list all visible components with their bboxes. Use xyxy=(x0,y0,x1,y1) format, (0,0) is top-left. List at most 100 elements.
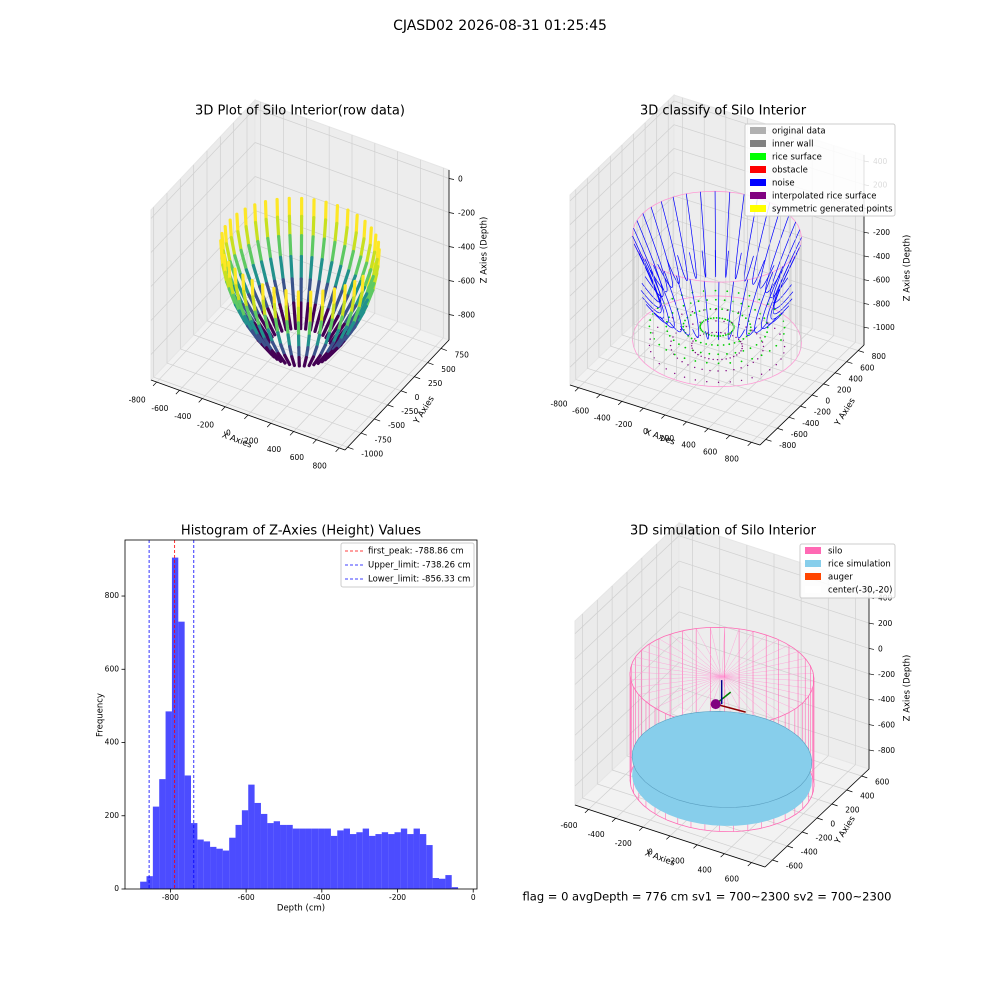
grid-line xyxy=(668,290,859,351)
silo-roof xyxy=(721,639,779,677)
silo-roof xyxy=(633,676,723,688)
point-column xyxy=(345,208,350,230)
noise-curve xyxy=(703,281,709,340)
grid-line xyxy=(166,362,362,434)
interp-point xyxy=(693,366,696,369)
point-column xyxy=(319,305,325,324)
interp-point xyxy=(699,334,701,337)
point-column xyxy=(340,269,351,293)
y-tick-label: -600 xyxy=(786,862,803,871)
interp-point xyxy=(692,323,694,325)
interp-point xyxy=(733,355,735,358)
x-tick-label: 400 xyxy=(267,445,282,454)
point-column xyxy=(265,346,279,361)
axes-3d: -800 -600 -400 -200 0 200 400 600 800 -800 -600 -40… xyxy=(551,93,913,463)
noise-curve xyxy=(676,275,690,336)
z-tick xyxy=(868,622,875,625)
point-column xyxy=(322,218,328,241)
bar xyxy=(407,834,414,889)
grid-line xyxy=(206,320,402,392)
grid-line xyxy=(569,219,675,320)
silo-roof xyxy=(710,627,723,677)
y-tick xyxy=(360,432,367,436)
legend-label: auger xyxy=(828,573,853,583)
bar xyxy=(248,784,255,889)
point-column xyxy=(244,225,251,248)
point-column xyxy=(276,331,283,347)
surface-point xyxy=(709,308,712,310)
interp-point xyxy=(760,373,763,375)
surface-point xyxy=(673,353,676,356)
surface-point xyxy=(741,314,744,317)
surface-point xyxy=(745,335,748,338)
grid-line xyxy=(569,171,675,273)
noise-curve xyxy=(653,265,675,329)
legend-swatch xyxy=(750,127,766,134)
point-column xyxy=(228,218,233,240)
x-tick xyxy=(152,381,157,387)
interp-point xyxy=(724,332,726,334)
interp-point xyxy=(650,351,652,353)
figure-title: CJASD02 2026-08-31 01:25:45 xyxy=(393,18,607,34)
interp-point xyxy=(676,357,679,359)
z-tick-label: -400 xyxy=(873,252,890,261)
surface-point xyxy=(724,334,727,336)
surface-point xyxy=(709,317,712,320)
point-column xyxy=(229,235,237,258)
grid-line xyxy=(293,321,398,432)
bar xyxy=(330,835,338,889)
point-column xyxy=(333,221,339,244)
surface-point xyxy=(751,357,754,360)
noise-curve xyxy=(746,276,762,337)
legend-label: interpolated rice surface xyxy=(772,192,877,202)
plot-frame xyxy=(124,539,478,890)
bar xyxy=(337,830,344,889)
interp-point xyxy=(694,351,697,354)
interp-point xyxy=(706,381,708,383)
point-column xyxy=(269,257,277,283)
surface-point xyxy=(766,331,769,334)
interp-point xyxy=(725,370,727,372)
surface-point xyxy=(691,349,694,352)
silo-roof xyxy=(721,634,767,677)
y-tick-label: 600 xyxy=(105,664,120,673)
y-tick xyxy=(400,390,407,394)
point-column xyxy=(265,282,276,309)
bar xyxy=(438,878,446,889)
interp-point xyxy=(672,336,674,338)
point-column xyxy=(259,260,269,286)
surface-point xyxy=(721,317,724,320)
surface-point xyxy=(699,351,702,354)
surface-point xyxy=(682,304,685,307)
interp-point xyxy=(729,381,731,383)
interp-point xyxy=(767,322,769,324)
point-column xyxy=(311,215,316,239)
silo-roof xyxy=(645,676,723,702)
grid-line xyxy=(179,280,284,391)
interp-point xyxy=(762,345,765,348)
surface-point xyxy=(708,352,711,355)
grid-line xyxy=(270,312,376,424)
silo-roof xyxy=(677,676,723,719)
surface-point xyxy=(665,320,668,323)
interp-point xyxy=(751,329,753,331)
interp-point xyxy=(715,320,717,322)
interp-point xyxy=(757,358,759,360)
surface-point xyxy=(713,335,716,337)
surface-point xyxy=(701,330,704,333)
y-tick-label: 400 xyxy=(860,792,875,801)
silo-roof xyxy=(638,676,723,696)
silo-roof xyxy=(721,676,786,715)
silo-roof xyxy=(654,676,723,709)
grid-line xyxy=(633,323,824,385)
point-column xyxy=(346,274,357,298)
surface-point xyxy=(749,323,752,326)
surface-point xyxy=(690,337,693,340)
interp-point xyxy=(691,347,693,349)
surface-point xyxy=(773,308,776,311)
bar xyxy=(159,779,166,889)
x-tick-label: 800 xyxy=(313,461,328,470)
point-column xyxy=(242,290,249,309)
silo-roof xyxy=(721,676,813,689)
y-tick xyxy=(414,376,421,380)
